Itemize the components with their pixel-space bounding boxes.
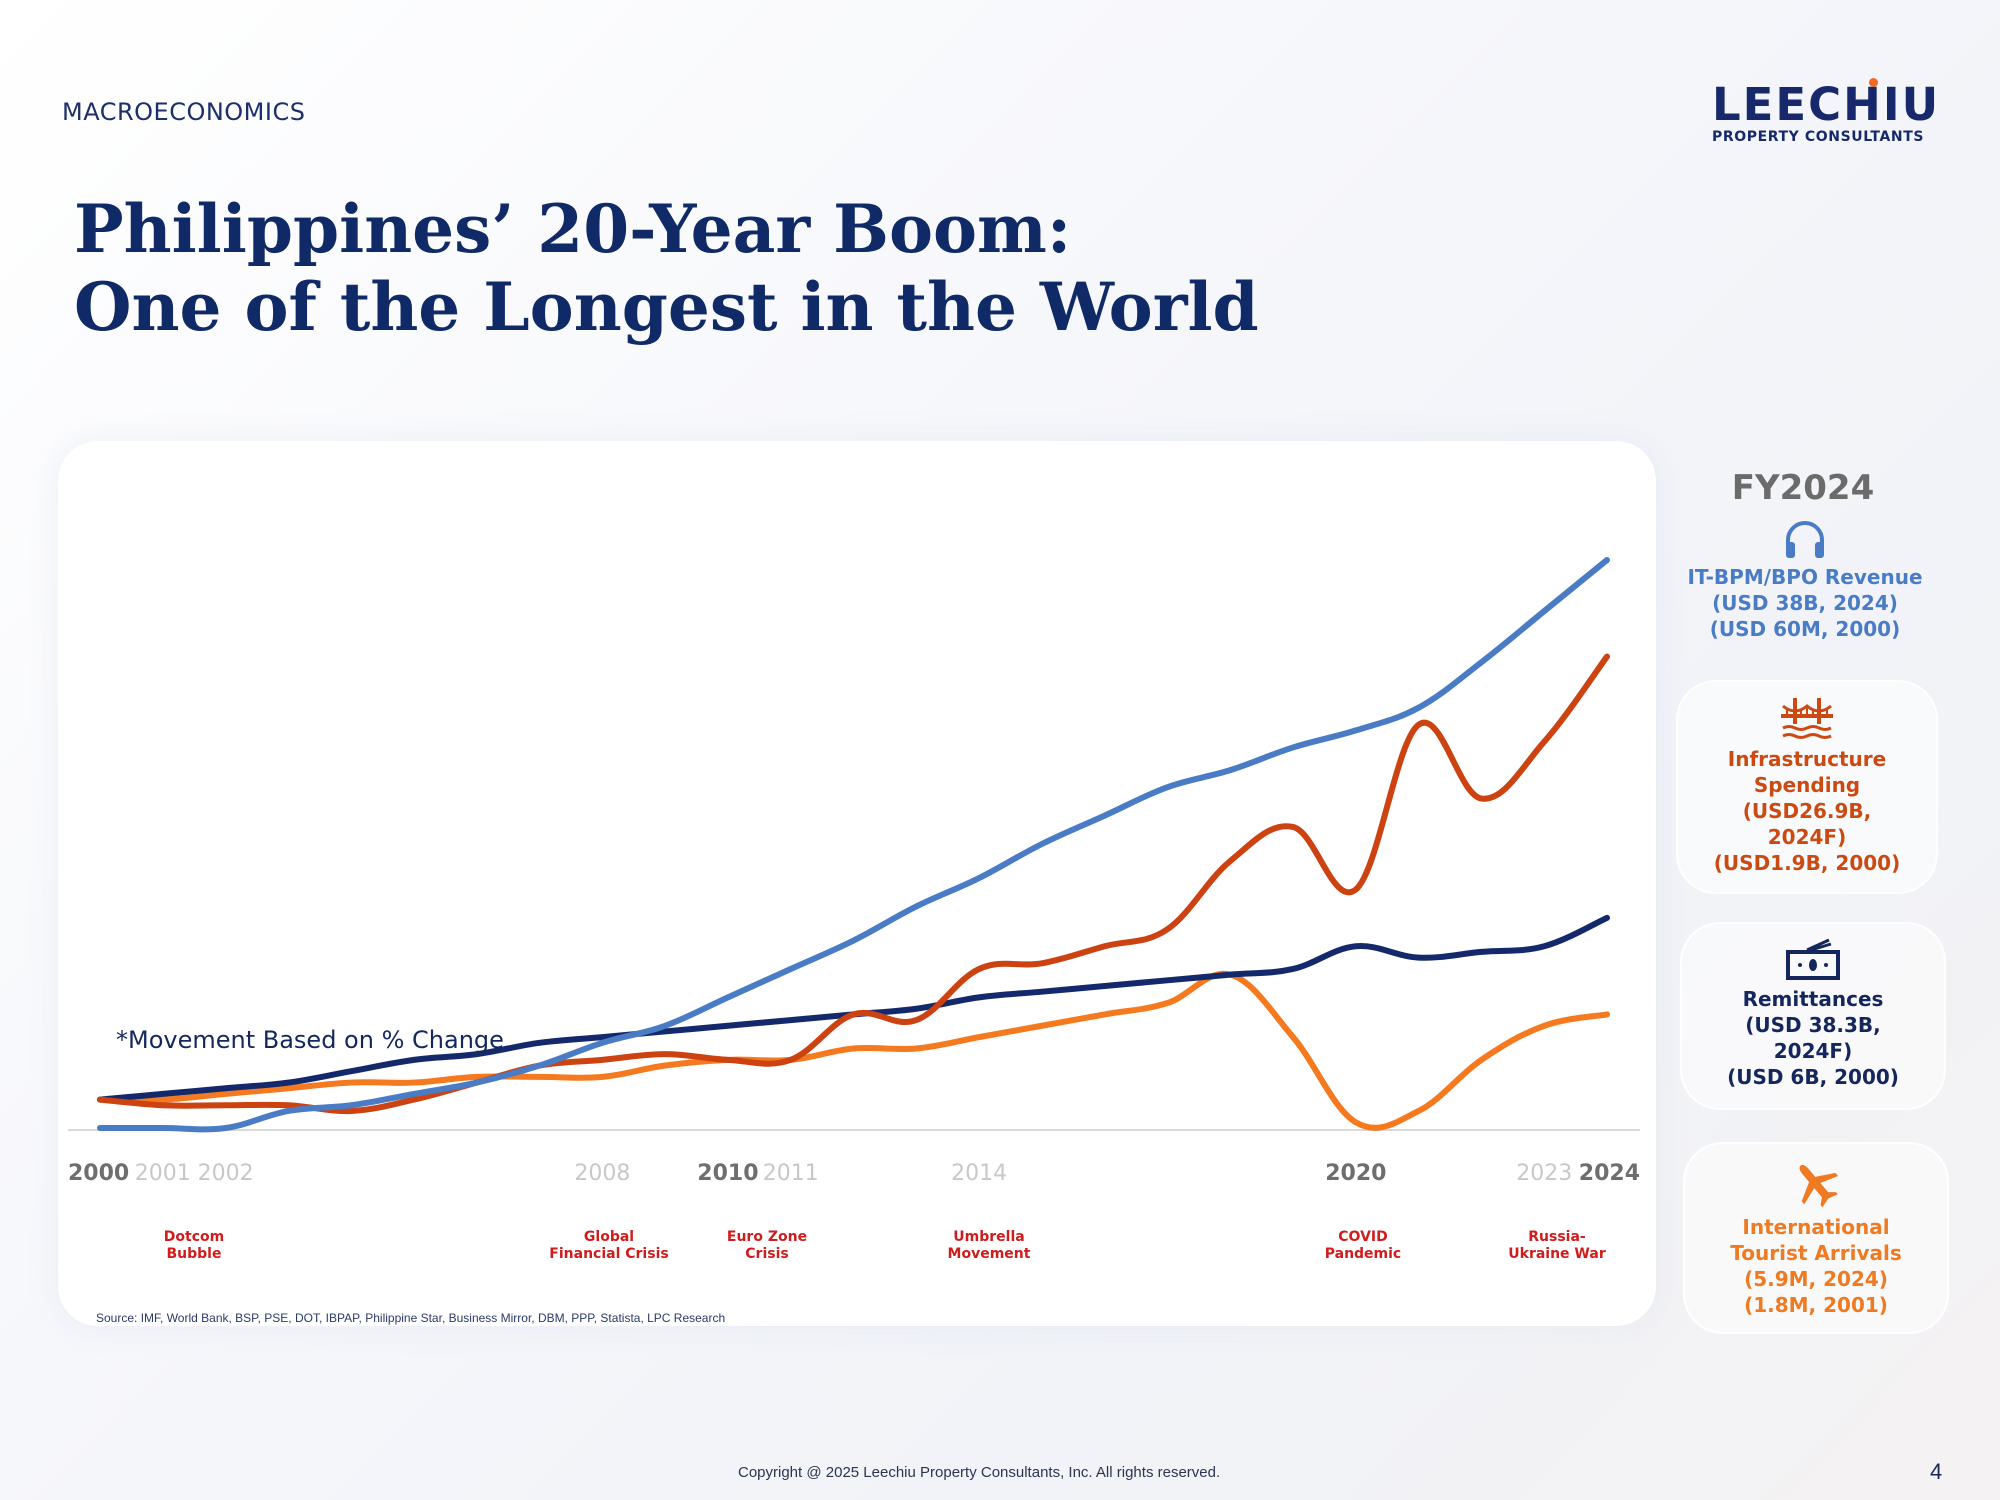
kpi-tour-value-2024: (5.9M, 2024) bbox=[1744, 1267, 1888, 1291]
kpi-infra-label: Infrastructure bbox=[1727, 747, 1887, 771]
kpi-tour-label-2: Tourist Arrivals bbox=[1730, 1241, 1902, 1265]
event-annotation: Russia-Ukraine War bbox=[1508, 1229, 1606, 1262]
page-title: Philippines’ 20-Year Boom: One of the Lo… bbox=[74, 190, 1259, 346]
section-label: MACROECONOMICS bbox=[62, 98, 306, 126]
annotation-text: Global bbox=[584, 1229, 634, 1245]
kpi-remit-value-2024b: 2024F) bbox=[1773, 1039, 1853, 1063]
annotation-text: Financial Crisis bbox=[549, 1246, 668, 1262]
kpi-infra-value-2000: (USD1.9B, 2000) bbox=[1713, 851, 1901, 875]
kpi-card-remittances: Remittances (USD 38.3B, 2024F) (USD 6B, … bbox=[1680, 922, 1946, 1110]
logo-dot bbox=[1869, 78, 1878, 87]
x-tick-label: 2020 bbox=[1325, 1161, 1386, 1186]
series-layer bbox=[97, 557, 1610, 1133]
kpi-card-bpo: IT-BPM/BPO Revenue (USD 38B, 2024) (USD … bbox=[1680, 520, 1930, 660]
x-tick-label: 2008 bbox=[574, 1161, 630, 1186]
kpi-tour-label: International bbox=[1742, 1215, 1890, 1239]
logo-wordmark: LEECHIU bbox=[1712, 78, 1942, 127]
x-tick-label: 2002 bbox=[198, 1161, 254, 1186]
annotation-text: Crisis bbox=[745, 1246, 788, 1262]
annotation-text: Ukraine War bbox=[1508, 1246, 1606, 1262]
x-tick-label: 2011 bbox=[763, 1161, 819, 1186]
x-tick-label: 2014 bbox=[951, 1161, 1007, 1186]
kpi-card-tourism: International Tourist Arrivals (5.9M, 20… bbox=[1683, 1142, 1949, 1334]
kpi-bpo-value-2000: (USD 60M, 2000) bbox=[1709, 617, 1901, 641]
annotation-text: Movement bbox=[948, 1246, 1031, 1262]
annotation-text: Bubble bbox=[167, 1246, 222, 1262]
annotation-text: Pandemic bbox=[1325, 1246, 1402, 1262]
kpi-infra-label-2: Spending bbox=[1753, 773, 1861, 797]
kpi-tour-value-2001: (1.8M, 2001) bbox=[1744, 1293, 1888, 1317]
logo-text: LEECHIU bbox=[1712, 78, 1941, 131]
page-number: 4 bbox=[1930, 1459, 1943, 1484]
x-tick-label: 2001 bbox=[135, 1161, 191, 1186]
source-note: Source: IMF, World Bank, BSP, PSE, DOT, … bbox=[96, 1311, 726, 1325]
kpi-remit-value-2000: (USD 6B, 2000) bbox=[1727, 1065, 1899, 1089]
series-line-it-bpm-bpo-revenue bbox=[97, 557, 1610, 1133]
x-tick-labels: 2000 2001 2002 2008 2010 2011 2014 2020 2023 2024 bbox=[68, 1161, 1640, 1186]
logo-subtitle: PROPERTY CONSULTANTS bbox=[1712, 129, 1925, 145]
title-line-1: Philippines’ 20-Year Boom: bbox=[74, 190, 1072, 268]
kpi-bpo-label: IT-BPM/BPO Revenue bbox=[1687, 565, 1923, 589]
series-line-remittances bbox=[97, 914, 1610, 1103]
series-line-infrastructure-spending bbox=[97, 653, 1610, 1115]
airplane-icon bbox=[1799, 1164, 1838, 1208]
annotation-text: Euro Zone bbox=[727, 1229, 807, 1245]
annotation-text: COVID bbox=[1338, 1229, 1387, 1245]
kpi-bpo-value-2024: (USD 38B, 2024) bbox=[1712, 591, 1898, 615]
kpi-remit-value-2024: (USD 38.3B, bbox=[1745, 1013, 1881, 1037]
series-line-international-tourist-arrivals bbox=[97, 970, 1610, 1131]
money-icon bbox=[1786, 938, 1840, 980]
x-tick-label: 2010 bbox=[697, 1161, 758, 1186]
annotation-text: Dotcom bbox=[164, 1229, 224, 1245]
kpi-card-infrastructure: Infrastructure Spending (USD26.9B, 2024F… bbox=[1676, 680, 1938, 894]
chart-card bbox=[58, 441, 1656, 1326]
title-line-2: One of the Longest in the World bbox=[74, 268, 1259, 346]
footer-copyright: Copyright @ 2025 Leechiu Property Consul… bbox=[738, 1464, 1221, 1481]
fy-title: FY2024 bbox=[1731, 468, 1875, 508]
headphones-icon bbox=[1786, 521, 1824, 558]
x-tick-label: 2024 bbox=[1579, 1161, 1640, 1186]
kpi-infra-value-2024: (USD26.9B, bbox=[1742, 799, 1872, 823]
annotation-text: Umbrella bbox=[953, 1229, 1024, 1245]
chart-note: *Movement Based on % Change bbox=[116, 1026, 504, 1054]
company-logo: LEECHIU PROPERTY CONSULTANTS bbox=[1712, 78, 1942, 145]
x-tick-label: 2023 bbox=[1516, 1161, 1572, 1186]
annotation-text: Russia- bbox=[1528, 1229, 1586, 1245]
kpi-infra-value-2024b: 2024F) bbox=[1767, 825, 1847, 849]
x-tick-label: 2000 bbox=[68, 1161, 129, 1186]
bridge-icon bbox=[1781, 698, 1833, 739]
kpi-remit-label: Remittances bbox=[1742, 987, 1884, 1011]
